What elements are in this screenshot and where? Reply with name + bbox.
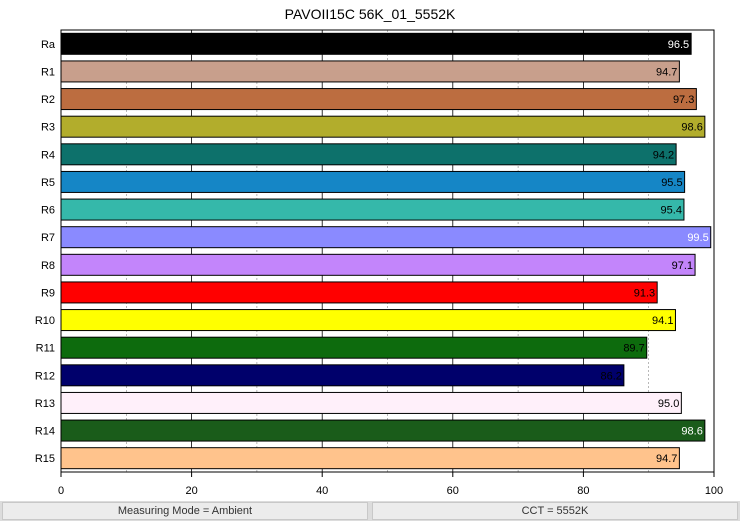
x-tick-label: 60 — [447, 485, 459, 497]
bar-r3 — [60, 115, 706, 138]
value-label: 94.2 — [653, 149, 674, 161]
bar-r15 — [60, 447, 680, 470]
bars: Ra 96.5 R1 94.7 R2 97.3 R3 98.6 R4 94.2 R5 95.5 R6 95… — [35, 32, 712, 470]
value-label: 96.5 — [668, 39, 689, 51]
category-label: R4 — [41, 149, 55, 161]
category-label: R1 — [41, 66, 55, 78]
x-tick-label: 40 — [316, 485, 328, 497]
plot-frame — [60, 29, 715, 473]
cct-status: CCT = 5552K — [372, 502, 738, 520]
value-label: 94.7 — [656, 453, 677, 465]
value-label: 95.0 — [658, 398, 679, 410]
bar-ra — [60, 32, 692, 55]
category-label: Ra — [41, 39, 56, 51]
category-label: R11 — [36, 343, 55, 355]
category-label: R14 — [35, 426, 55, 438]
value-label: 94.1 — [652, 315, 673, 327]
bar-r14 — [60, 419, 706, 442]
category-label: R10 — [35, 315, 55, 327]
x-tick-label: 0 — [58, 485, 64, 497]
bar-r1 — [60, 60, 680, 83]
bar-r11 — [60, 336, 648, 359]
x-tick-label: 100 — [705, 485, 723, 497]
chart-title: PAVOII15C 56K_01_5552K — [285, 6, 456, 22]
value-label: 97.1 — [672, 260, 693, 272]
measuring-mode-status: Measuring Mode = Ambient — [2, 502, 368, 520]
value-label: 86.2 — [600, 370, 621, 382]
bar-r5 — [60, 170, 686, 193]
category-label: R15 — [35, 453, 55, 465]
category-label: R8 — [41, 260, 55, 272]
category-label: R2 — [41, 94, 55, 106]
value-label: 97.3 — [673, 94, 694, 106]
value-label: 99.5 — [687, 232, 708, 244]
category-label: R12 — [35, 370, 55, 382]
value-label: 98.6 — [681, 426, 702, 438]
value-label: 89.7 — [623, 343, 644, 355]
x-tick-label: 80 — [577, 485, 589, 497]
bar-r2 — [60, 88, 697, 111]
bar-r9 — [60, 281, 658, 304]
category-label: R9 — [41, 287, 55, 299]
axes: 0 20 40 60 80 100 — [58, 29, 723, 497]
bar-r8 — [60, 253, 696, 276]
category-label: R7 — [41, 232, 55, 244]
value-label: 91.3 — [634, 287, 655, 299]
value-label: 98.6 — [681, 122, 702, 134]
status-bar: Measuring Mode = Ambient CCT = 5552K — [0, 501, 740, 521]
bar-r10 — [60, 309, 676, 332]
bar-r4 — [60, 143, 677, 166]
category-label: R6 — [41, 205, 55, 217]
value-label: 95.4 — [661, 205, 682, 217]
bar-r13 — [60, 391, 682, 414]
cri-bar-chart: PAVOII15C 56K_01_5552K Ra 96.5 R1 94.7 R2 97.… — [35, 6, 723, 497]
category-label: R13 — [35, 398, 55, 410]
value-label: 95.5 — [661, 177, 682, 189]
bar-r6 — [60, 198, 685, 221]
bar-r7 — [60, 226, 712, 249]
value-label: 94.7 — [656, 66, 677, 78]
category-label: R5 — [41, 177, 55, 189]
category-label: R3 — [41, 122, 55, 134]
x-tick-label: 20 — [185, 485, 197, 497]
bar-r12 — [60, 364, 625, 387]
